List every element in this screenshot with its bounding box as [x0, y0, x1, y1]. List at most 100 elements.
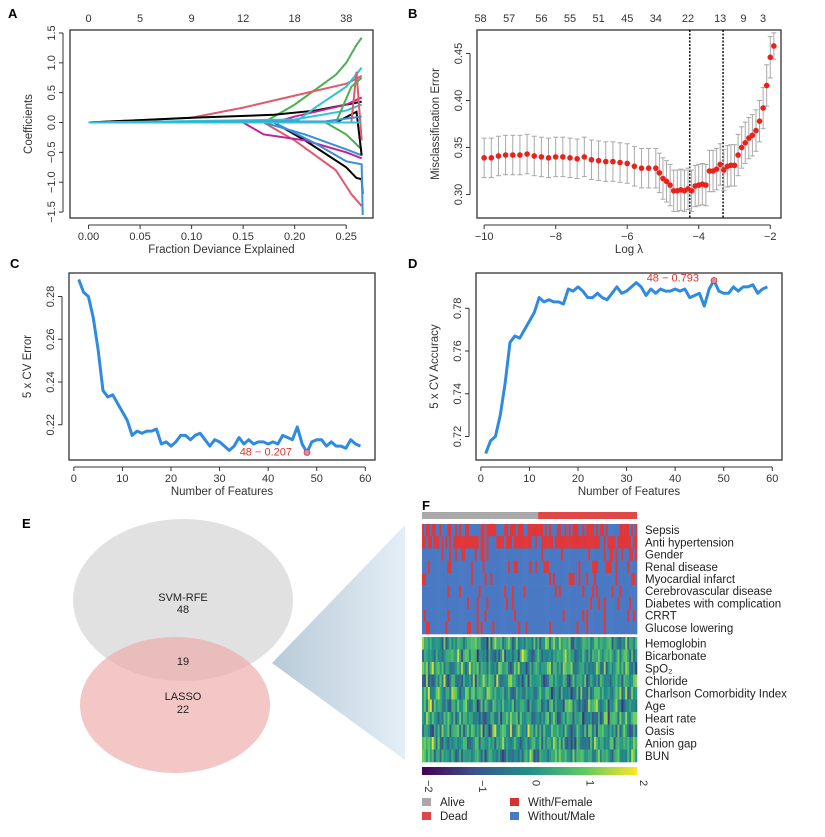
heatmap-cell	[568, 536, 571, 549]
heatmap-cell	[539, 609, 542, 623]
heatmap-cell	[543, 609, 546, 623]
heatmap-cell	[588, 724, 591, 738]
heatmap-cell	[603, 637, 607, 650]
heatmap-cell	[525, 560, 528, 574]
heatmap-cell	[513, 662, 517, 675]
heatmap-cell	[435, 560, 438, 574]
heatmap-cell	[545, 737, 548, 750]
heatmap-cell	[564, 662, 567, 675]
heatmap-cell	[574, 621, 577, 635]
heatmap-cell	[633, 572, 636, 586]
heatmap-cell	[594, 524, 597, 537]
heatmap-cell	[564, 749, 567, 763]
heatmap-cell	[554, 724, 558, 738]
heatmap-cell	[500, 548, 503, 561]
data-point	[656, 170, 663, 176]
heatmap-cell	[525, 536, 528, 549]
heatmap-cell	[584, 597, 587, 610]
heatmap-cell	[482, 609, 485, 623]
heatmap-cell	[590, 572, 593, 586]
heatmap-cell	[560, 560, 564, 574]
heatmap-cell	[509, 621, 513, 635]
heatmap-cell	[572, 609, 575, 623]
heatmap-cell	[523, 724, 526, 738]
heatmap-cell	[484, 749, 487, 763]
heatmap-cell	[625, 737, 628, 750]
heatmap-cell	[509, 572, 513, 586]
heatmap-cell	[523, 737, 526, 750]
heatmap-cell	[476, 597, 479, 610]
heatmap-cell	[595, 749, 599, 763]
heatmap-cell	[515, 621, 519, 635]
heatmap-cell	[631, 662, 634, 675]
heatmap-cell	[502, 536, 505, 549]
heatmap-cell	[492, 699, 495, 713]
heatmap-cell	[599, 524, 603, 537]
heatmap-cell	[504, 649, 507, 663]
heatmap-cell	[449, 597, 452, 610]
heatmap-cell	[513, 649, 517, 663]
heatmap-cell	[594, 560, 597, 574]
heatmap-cell	[508, 712, 511, 725]
heatmap-cell	[509, 737, 513, 750]
heatmap-cell	[453, 536, 456, 549]
heatmap-cell	[621, 737, 624, 750]
heatmap-cell	[560, 548, 564, 561]
heatmap-cell	[496, 749, 499, 763]
heatmap-cell	[508, 687, 511, 700]
heatmap-cell	[547, 674, 550, 688]
heatmap-cell	[615, 585, 618, 598]
heatmap-cell	[527, 524, 530, 537]
heatmap-cell	[427, 712, 431, 725]
heatmap-cell	[603, 585, 607, 598]
heatmap-cell	[433, 712, 436, 725]
heatmap-cell	[535, 548, 538, 561]
heatmap-cell	[545, 597, 548, 610]
heatmap-cell	[429, 687, 433, 700]
heatmap-cell	[597, 585, 601, 598]
heatmap-cell	[484, 699, 487, 713]
heatmap-cell	[631, 597, 634, 610]
heatmap-cell	[629, 724, 632, 738]
heatmap-cell	[545, 585, 548, 598]
data-point	[588, 156, 595, 163]
heatmap-cell	[556, 737, 560, 750]
heatmap-cell	[551, 560, 554, 574]
heatmap-cell	[468, 536, 472, 549]
heatmap-cell	[633, 560, 636, 574]
heatmap-cell	[433, 662, 436, 675]
heatmap-cell	[603, 749, 607, 763]
heatmap-cell	[474, 536, 478, 549]
heatmap-cell	[588, 637, 591, 650]
heatmap-cell	[490, 609, 493, 623]
heatmap-cell	[461, 649, 464, 663]
heatmap-cell	[545, 524, 548, 537]
heatmap-cell	[451, 524, 454, 537]
heatmap-cell	[531, 687, 534, 700]
heatmap-cell	[423, 649, 427, 663]
heatmap-cell	[461, 674, 464, 688]
heatmap-cell	[543, 572, 546, 586]
heatmap-cell	[431, 548, 435, 561]
heatmap-cell	[441, 699, 444, 713]
heatmap-cell	[615, 662, 618, 675]
heatmap-cell	[453, 524, 456, 537]
heatmap-cell	[588, 621, 591, 635]
heatmap-cell	[517, 749, 521, 763]
heatmap-cell	[422, 585, 425, 598]
heatmap-cell	[488, 536, 491, 549]
heatmap-cell	[623, 674, 626, 688]
data-point	[760, 105, 766, 111]
heatmap-cell	[465, 548, 468, 561]
heatmap-cell	[564, 724, 567, 738]
heatmap-cell	[580, 536, 583, 549]
heatmap-cell	[595, 621, 599, 635]
heatmap-cell	[601, 572, 605, 586]
heatmap-cell	[496, 637, 499, 650]
heatmap-cell	[431, 585, 435, 598]
heatmap-cell	[457, 597, 460, 610]
heatmap-cell	[433, 687, 436, 700]
heatmap-cell	[633, 724, 636, 738]
heatmap-cell	[498, 649, 501, 663]
heatmap-cell	[498, 724, 501, 738]
